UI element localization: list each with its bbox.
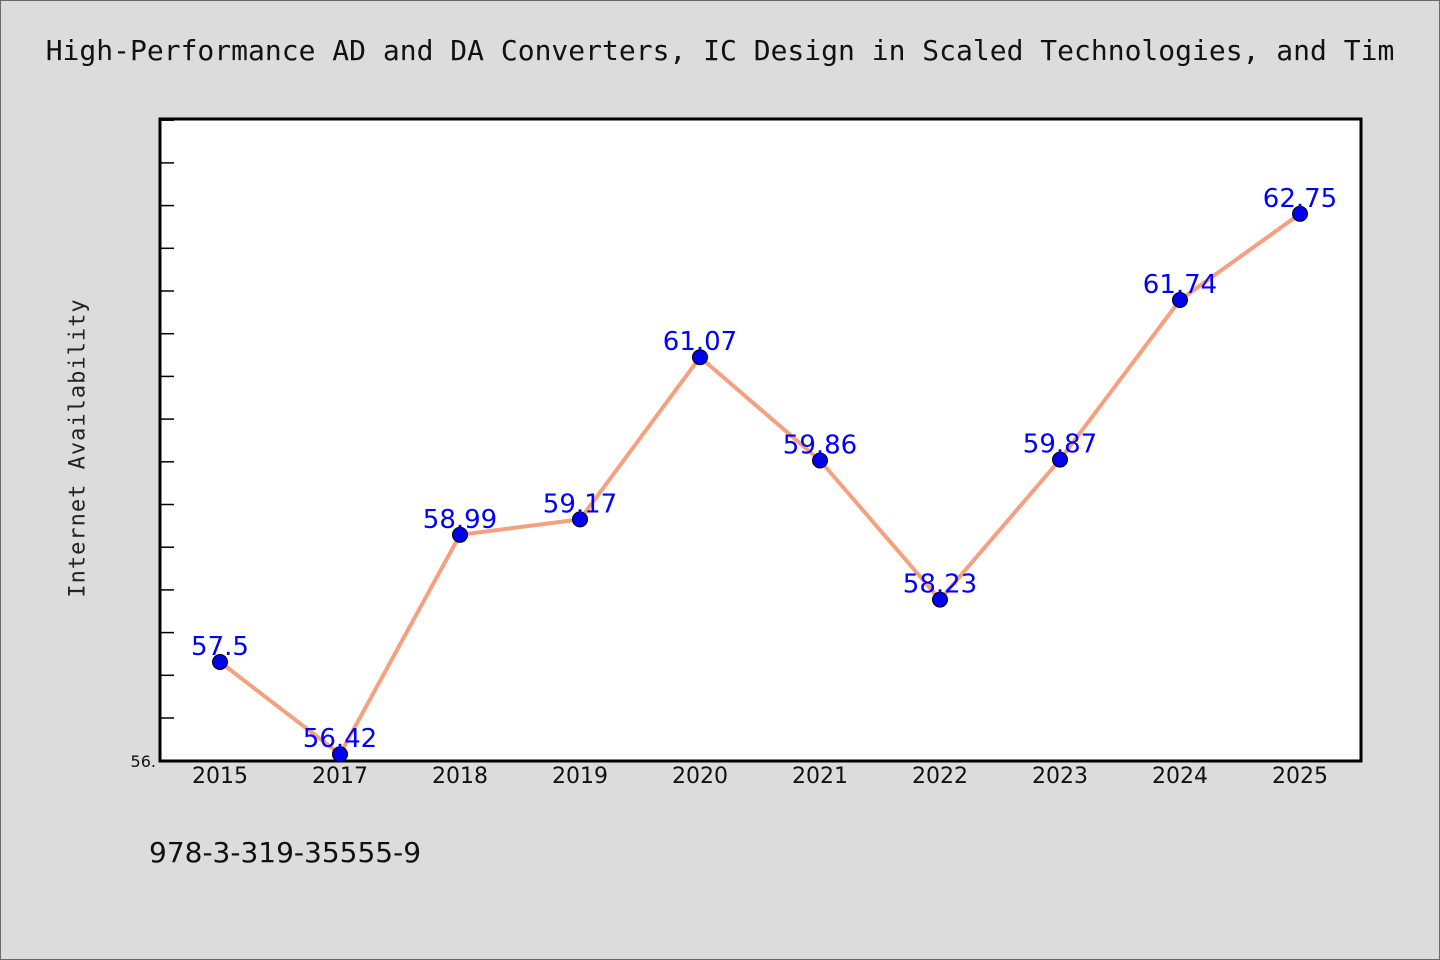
x-tick-label: 2015: [192, 764, 248, 789]
data-label: 59.86: [783, 431, 857, 461]
isbn-text: 978-3-319-35555-9: [149, 836, 422, 869]
x-axis-ticks: 2015 2017 2018 2019 2020 2021 2022 2023 2024 2025: [192, 764, 1328, 789]
plot-area: [158, 117, 1363, 763]
data-label: 59.17: [543, 489, 617, 519]
data-label: 61.74: [1143, 270, 1217, 300]
data-point: [932, 591, 948, 608]
data-point: [812, 452, 828, 469]
data-label: 62.75: [1263, 184, 1337, 214]
data-point: [212, 654, 228, 670]
data-point: [692, 349, 708, 366]
data-label: 56.42: [303, 724, 377, 754]
data-point: [1292, 205, 1308, 222]
x-tick-label: 2018: [432, 764, 488, 789]
data-labels: 57.5 56.42 58.99 59.17 61.07 59.86 58.23 59.87 6…: [191, 184, 1337, 754]
x-tick-label: 2017: [312, 764, 368, 789]
data-label: 59.87: [1023, 430, 1097, 460]
x-tick-label: 2020: [672, 764, 728, 789]
x-tick-label: 2024: [1152, 764, 1208, 789]
series-line: [218, 212, 1302, 757]
x-tick-label: 2022: [912, 764, 968, 789]
data-point: [1172, 292, 1188, 308]
x-tick-label: 2021: [792, 764, 848, 789]
data-point: [332, 746, 348, 763]
x-tick-label: 2019: [552, 764, 608, 789]
data-label: 57.5: [191, 632, 249, 662]
data-point: [452, 526, 468, 543]
x-tick-label: 2025: [1272, 764, 1328, 789]
data-points: [212, 205, 1308, 763]
data-label: 61.07: [663, 327, 737, 357]
data-label: 58.99: [423, 505, 497, 535]
y-min-tick-label: 56.: [131, 752, 156, 771]
y-axis-ticks: [160, 119, 174, 719]
x-tick-label: 2023: [1032, 764, 1088, 789]
chart-title: High-Performance AD and DA Converters, I…: [45, 34, 1395, 67]
data-point: [1052, 451, 1068, 468]
data-point: [572, 511, 588, 528]
data-label: 58.23: [903, 570, 977, 600]
